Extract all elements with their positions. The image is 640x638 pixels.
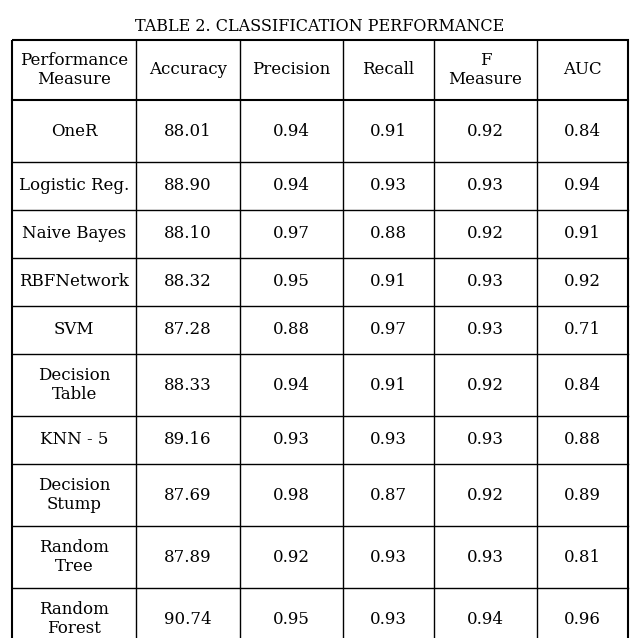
- Text: 87.69: 87.69: [164, 487, 212, 503]
- Text: 0.97: 0.97: [370, 322, 407, 339]
- Text: 0.92: 0.92: [564, 274, 601, 290]
- Text: Random
Tree: Random Tree: [39, 538, 109, 575]
- Text: OneR: OneR: [51, 122, 97, 140]
- Text: 88.32: 88.32: [164, 274, 212, 290]
- Text: TABLE 2. CLASSIFICATION PERFORMANCE: TABLE 2. CLASSIFICATION PERFORMANCE: [136, 18, 504, 35]
- Text: Random
Forest: Random Forest: [39, 601, 109, 637]
- Text: 0.94: 0.94: [273, 177, 310, 195]
- Text: 87.89: 87.89: [164, 549, 212, 565]
- Text: 0.93: 0.93: [467, 549, 504, 565]
- Text: Logistic Reg.: Logistic Reg.: [19, 177, 129, 195]
- Text: 0.93: 0.93: [273, 431, 310, 449]
- Text: 0.93: 0.93: [467, 177, 504, 195]
- Text: 0.93: 0.93: [370, 431, 407, 449]
- Text: 0.91: 0.91: [370, 122, 407, 140]
- Text: 0.95: 0.95: [273, 274, 310, 290]
- Text: Accuracy: Accuracy: [149, 61, 227, 78]
- Text: 89.16: 89.16: [164, 431, 212, 449]
- Text: 0.93: 0.93: [370, 549, 407, 565]
- Text: 0.89: 0.89: [564, 487, 601, 503]
- Text: 88.01: 88.01: [164, 122, 212, 140]
- Text: 0.94: 0.94: [273, 376, 310, 394]
- Text: 0.92: 0.92: [467, 376, 504, 394]
- Text: 0.93: 0.93: [370, 611, 407, 628]
- Text: KNN - 5: KNN - 5: [40, 431, 108, 449]
- Text: 0.94: 0.94: [467, 611, 504, 628]
- Text: 87.28: 87.28: [164, 322, 212, 339]
- Text: F
Measure: F Measure: [449, 52, 522, 88]
- Text: Precision: Precision: [252, 61, 330, 78]
- Text: 90.74: 90.74: [164, 611, 212, 628]
- Text: 0.91: 0.91: [564, 225, 601, 242]
- Text: 0.84: 0.84: [564, 376, 601, 394]
- Text: 0.92: 0.92: [273, 549, 310, 565]
- Text: 88.90: 88.90: [164, 177, 212, 195]
- Text: AUC: AUC: [563, 61, 602, 78]
- Text: 0.81: 0.81: [564, 549, 601, 565]
- Text: Decision
Table: Decision Table: [38, 367, 110, 403]
- Text: 88.33: 88.33: [164, 376, 212, 394]
- Text: 0.91: 0.91: [370, 274, 407, 290]
- Text: 0.94: 0.94: [564, 177, 601, 195]
- Text: 0.98: 0.98: [273, 487, 310, 503]
- Text: 0.93: 0.93: [467, 322, 504, 339]
- Text: RBFNetwork: RBFNetwork: [19, 274, 129, 290]
- Text: 0.91: 0.91: [370, 376, 407, 394]
- Text: 0.93: 0.93: [467, 431, 504, 449]
- Text: 0.94: 0.94: [273, 122, 310, 140]
- Text: 0.96: 0.96: [564, 611, 601, 628]
- Text: Performance
Measure: Performance Measure: [20, 52, 128, 88]
- Text: Naive Bayes: Naive Bayes: [22, 225, 126, 242]
- Text: 0.93: 0.93: [467, 274, 504, 290]
- Text: 0.93: 0.93: [370, 177, 407, 195]
- Text: 88.10: 88.10: [164, 225, 212, 242]
- Text: 0.92: 0.92: [467, 487, 504, 503]
- Text: 0.88: 0.88: [564, 431, 601, 449]
- Text: 0.97: 0.97: [273, 225, 310, 242]
- Text: 0.87: 0.87: [370, 487, 407, 503]
- Text: SVM: SVM: [54, 322, 95, 339]
- Text: 0.71: 0.71: [564, 322, 601, 339]
- Text: Recall: Recall: [362, 61, 415, 78]
- Text: Decision
Stump: Decision Stump: [38, 477, 110, 514]
- Text: 0.88: 0.88: [370, 225, 407, 242]
- Text: 0.92: 0.92: [467, 122, 504, 140]
- Text: 0.95: 0.95: [273, 611, 310, 628]
- Text: 0.88: 0.88: [273, 322, 310, 339]
- Text: 0.84: 0.84: [564, 122, 601, 140]
- Text: 0.92: 0.92: [467, 225, 504, 242]
